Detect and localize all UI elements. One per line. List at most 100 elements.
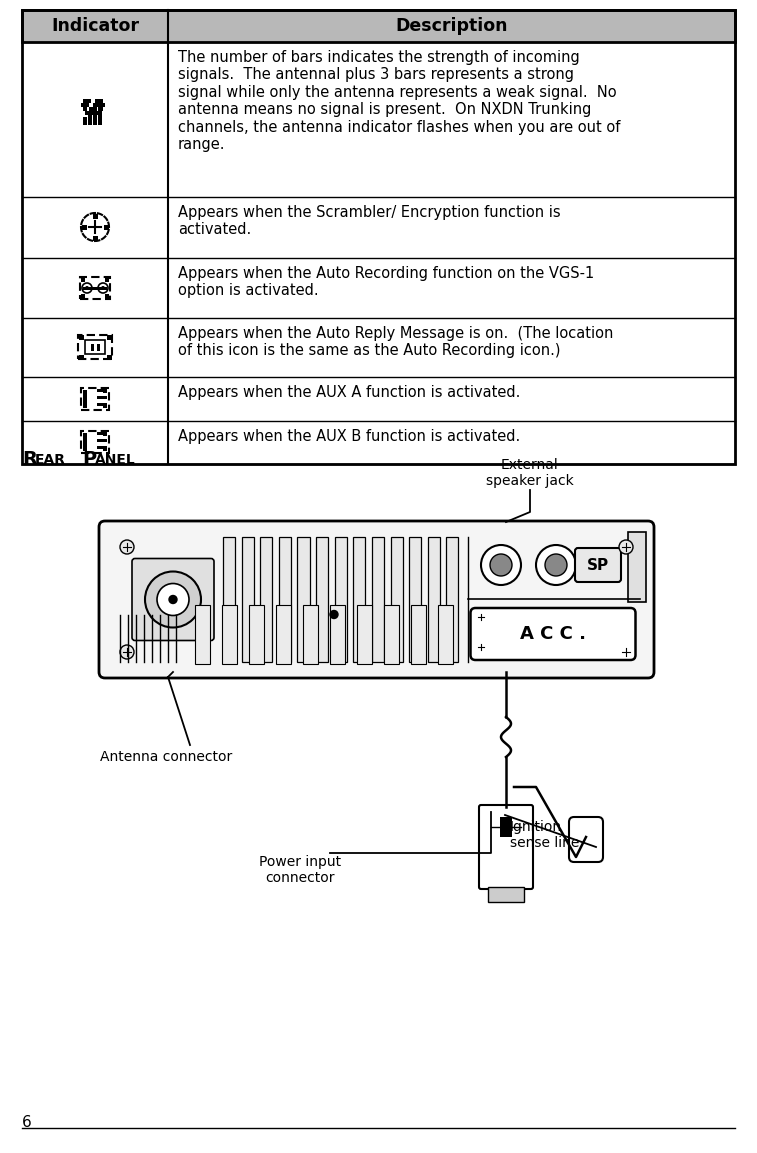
Bar [276,604,291,664]
Text: 6: 6 [22,1115,32,1130]
Bar [98,118,101,121]
Circle shape [536,545,576,585]
FancyBboxPatch shape [132,558,214,641]
Circle shape [619,540,633,553]
Bar [87,99,91,103]
Bar [79,354,83,360]
Bar [93,107,97,111]
Text: Antenna connector: Antenna connector [100,749,232,764]
Bar [98,113,101,116]
Bar [105,278,109,282]
Bar [103,390,107,393]
Circle shape [330,610,338,618]
Circle shape [490,553,512,576]
Bar [86,111,89,115]
Bar [354,537,366,662]
Bar [22,10,735,42]
Bar [83,390,87,408]
FancyBboxPatch shape [575,548,621,582]
Circle shape [481,545,521,585]
Bar [81,431,109,453]
Bar [107,334,111,339]
Bar [249,604,264,664]
Bar [80,277,110,299]
Bar [89,118,92,121]
Text: The number of bars indicates the strength of incoming
signals.  The antennal plu: The number of bars indicates the strengt… [178,50,621,152]
Bar [97,395,107,399]
Text: R: R [22,450,37,469]
Text: EAR: EAR [35,453,66,467]
Bar [97,404,107,406]
Bar [82,225,86,229]
Bar [488,887,524,902]
Bar [83,99,87,103]
Bar [22,10,735,464]
Bar [81,389,109,410]
Bar [409,537,421,662]
Text: Ignition
sense line: Ignition sense line [510,820,579,850]
Circle shape [120,540,134,553]
Bar [241,537,254,662]
Bar [83,107,87,111]
FancyBboxPatch shape [99,521,654,678]
Bar [22,10,735,42]
Bar [500,817,512,837]
Bar [83,390,87,393]
Bar [303,604,318,664]
Bar [81,104,85,107]
Bar [98,121,101,125]
Bar [93,121,97,125]
Bar [93,111,97,115]
Bar [78,336,112,359]
Text: Description: Description [395,17,508,35]
Bar [99,107,103,111]
Bar [83,405,87,408]
Bar [101,104,104,107]
Text: Appears when the Auto Recording function on the VGS-1
option is activated.: Appears when the Auto Recording function… [178,266,594,299]
Circle shape [145,572,201,627]
FancyBboxPatch shape [479,805,533,889]
Bar [89,113,92,116]
Bar [260,537,273,662]
Bar [391,537,403,662]
Text: Appears when the Scrambler/ Encryption function is
activated.: Appears when the Scrambler/ Encryption f… [178,205,561,238]
Bar [105,294,109,297]
Circle shape [475,611,487,623]
Bar [93,118,97,121]
Bar [83,121,87,125]
Text: SP: SP [587,558,609,573]
Bar [97,439,107,442]
Bar [89,111,93,115]
Bar [83,449,87,451]
Bar [96,344,99,351]
Bar [330,604,345,664]
Bar [103,449,107,451]
Circle shape [85,286,89,291]
Bar [81,294,85,297]
Bar [107,354,111,360]
Bar [279,537,291,662]
Bar [335,537,347,662]
Text: External
speaker jack: External speaker jack [486,458,574,488]
Text: A C C .: A C C . [520,625,586,643]
Bar [97,446,107,449]
Bar [91,344,94,351]
FancyBboxPatch shape [569,817,603,862]
Circle shape [157,583,189,616]
Bar [83,287,107,291]
Circle shape [169,595,177,603]
Circle shape [101,286,105,291]
Bar [95,99,98,103]
Bar [98,110,101,113]
Circle shape [120,645,134,660]
Bar [438,604,453,664]
Bar [195,604,210,664]
Circle shape [475,641,487,653]
Bar [428,537,440,662]
Text: Indicator: Indicator [51,17,139,35]
Bar [104,225,108,229]
Bar [372,537,384,662]
Bar [99,99,103,103]
Bar [316,537,329,662]
Bar [83,434,87,436]
